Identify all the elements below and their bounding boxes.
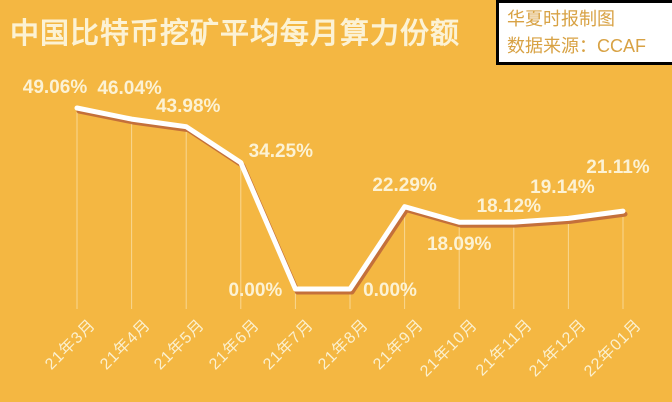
data-point-label: 43.98% — [155, 95, 221, 117]
dropline-group — [76, 107, 624, 309]
credit-source-line-1: 华夏时报制图 — [507, 9, 615, 29]
data-point-label: 49.06% — [22, 76, 88, 98]
data-point-label: 0.00% — [363, 280, 417, 301]
chart-title: 中国比特币挖矿平均每月算力份额 — [10, 18, 461, 50]
credit-source-line-2: 数据来源：CCAF — [507, 36, 646, 56]
data-point-label: 0.00% — [228, 280, 283, 301]
line-series-shadow — [76, 108, 628, 295]
data-point-label: 21.11% — [586, 157, 650, 179]
data-point-label: 22.29% — [372, 174, 437, 196]
data-point-label: 46.04% — [97, 78, 162, 100]
data-point-label: 19.14% — [530, 177, 595, 199]
credit-box: 华夏时报制图 数据来源：CCAF — [496, 0, 672, 65]
data-point-label: 34.25% — [248, 140, 314, 162]
data-point-label: 18.12% — [476, 196, 542, 218]
data-point-label: 18.09% — [426, 234, 492, 256]
line-series — [74, 105, 626, 292]
